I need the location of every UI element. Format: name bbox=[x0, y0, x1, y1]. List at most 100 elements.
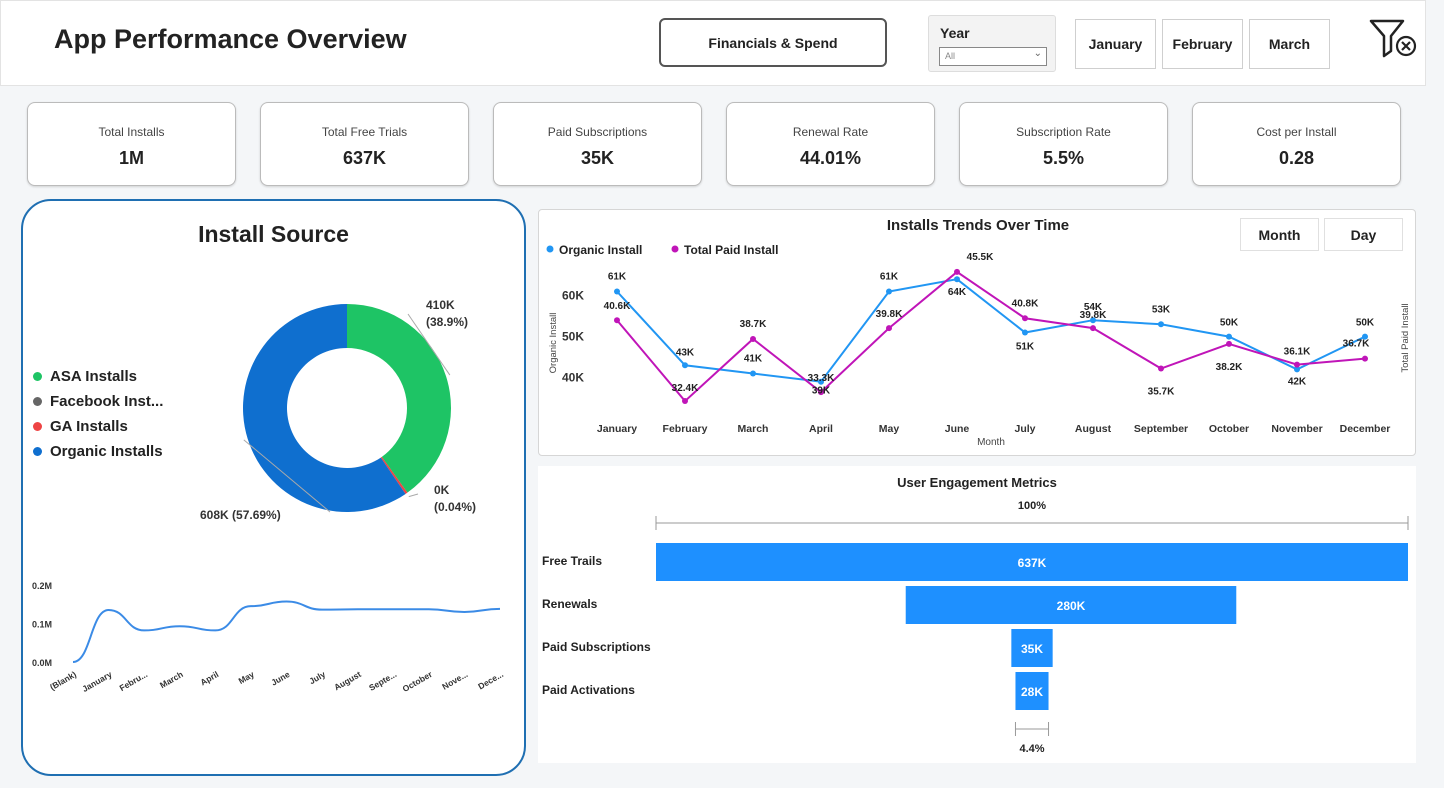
data-label: 39.8K bbox=[876, 309, 903, 320]
x-tick-label: November bbox=[1271, 423, 1322, 435]
data-point bbox=[1090, 325, 1096, 332]
donut-leader-line bbox=[407, 313, 451, 376]
data-point bbox=[818, 378, 824, 385]
month-slicer-march[interactable]: March bbox=[1249, 19, 1330, 69]
legend-item[interactable]: Facebook Inst... bbox=[33, 389, 163, 414]
x-tick-label: January bbox=[597, 423, 637, 435]
x-axis-title: Month bbox=[977, 437, 1005, 448]
data-point bbox=[1294, 361, 1300, 368]
legend-label: GA Installs bbox=[50, 418, 128, 435]
donut-data-label: 0K bbox=[434, 483, 450, 497]
x-tick-label: Nove... bbox=[440, 669, 469, 692]
donut-leader-line bbox=[243, 439, 331, 513]
data-label: 54K bbox=[1084, 302, 1103, 313]
clear-filter-icon[interactable] bbox=[1368, 18, 1418, 62]
installs-trend-chart: Installs Trends Over Time Organic Install… bbox=[546, 217, 1411, 448]
year-select[interactable]: All ⌄ bbox=[939, 47, 1047, 66]
install-source-legend: ASA Installs Facebook Inst... GA Install… bbox=[33, 364, 163, 464]
kpi-label: Paid Subscriptions bbox=[547, 125, 648, 139]
kpi-value: 44.01% bbox=[799, 148, 862, 168]
data-label: 51K bbox=[1016, 342, 1035, 353]
funnel-bottom-label: 4.4% bbox=[1019, 743, 1044, 755]
legend-item[interactable]: GA Installs bbox=[33, 414, 163, 439]
kpi-label: Renewal Rate bbox=[792, 125, 869, 139]
funnel-bar-label: 637K bbox=[1018, 556, 1047, 570]
y-axis-title: Organic Install bbox=[548, 313, 559, 374]
installs-by-month-sparkline: 0.2M 0.1M 0.0M(Blank) January Febru... March A… bbox=[32, 581, 505, 694]
funnel-bar bbox=[1011, 629, 1053, 667]
data-label: 35.7K bbox=[1148, 387, 1175, 398]
legend-item[interactable]: ASA Installs bbox=[33, 364, 163, 389]
data-label: 50K bbox=[1356, 318, 1375, 329]
x-tick-label: July bbox=[307, 669, 327, 686]
legend-label: Organic Install bbox=[559, 243, 642, 257]
user-engagement-funnel: User Engagement Metrics 100% 637K Free Trai… bbox=[542, 475, 1409, 755]
data-point bbox=[750, 370, 756, 377]
x-tick-label: June bbox=[945, 423, 970, 435]
sparkline-series-line bbox=[72, 600, 501, 663]
toggle-day[interactable]: Day bbox=[1324, 218, 1403, 251]
data-point bbox=[954, 276, 960, 283]
x-tick-label: March bbox=[738, 423, 769, 435]
x-tick-label: October bbox=[1209, 423, 1249, 435]
legend-label: Total Paid Install bbox=[684, 243, 778, 257]
toggle-month[interactable]: Month bbox=[1240, 218, 1319, 251]
funnel-bar bbox=[1015, 672, 1049, 710]
data-point bbox=[886, 325, 892, 332]
legend-dot-icon bbox=[33, 372, 42, 381]
data-point bbox=[1362, 355, 1368, 362]
install-source-donut-chart: 410K (38.9%) 0K (0.04%) 608K (57.69%) bbox=[200, 298, 476, 522]
data-label: 53K bbox=[1152, 304, 1171, 315]
data-point bbox=[1294, 366, 1300, 373]
financials-spend-button[interactable]: Financials & Spend bbox=[659, 18, 887, 67]
kpi-card-subscription-rate: Subscription Rate 5.5% bbox=[959, 102, 1168, 186]
installs-trend-card: Month Day bbox=[538, 209, 1416, 456]
x-tick-label: August bbox=[1075, 423, 1112, 435]
data-label: 36.7K bbox=[1343, 339, 1370, 350]
y-tick-label: 0.2M bbox=[32, 581, 52, 591]
install-source-card: Install Source ASA Installs Facebook Ins… bbox=[21, 199, 526, 776]
funnel-bar bbox=[905, 586, 1237, 624]
data-point bbox=[1226, 333, 1232, 340]
x-tick-label: July bbox=[1014, 423, 1035, 435]
data-point bbox=[818, 389, 824, 396]
data-label: 40.6K bbox=[604, 301, 631, 312]
data-point bbox=[886, 288, 892, 295]
funnel-top-label: 100% bbox=[1018, 500, 1046, 512]
data-point bbox=[1362, 333, 1368, 340]
year-label: Year bbox=[940, 25, 970, 41]
funnel-category-label: Renewals bbox=[542, 597, 598, 611]
funnel-category-label: Paid Activations bbox=[542, 683, 635, 697]
donut-slice bbox=[347, 304, 451, 493]
data-label: 38.7K bbox=[740, 319, 767, 330]
month-slicer-january[interactable]: January bbox=[1075, 19, 1156, 69]
data-label: 39K bbox=[812, 386, 831, 397]
kpi-label: Total Free Trials bbox=[321, 125, 408, 139]
year-select-value: All bbox=[945, 51, 956, 61]
data-label: 42K bbox=[1288, 376, 1307, 387]
month-slicer-february[interactable]: February bbox=[1162, 19, 1243, 69]
legend-item[interactable]: Organic Installs bbox=[33, 439, 163, 464]
x-tick-label: Dece... bbox=[476, 669, 505, 691]
chevron-down-icon: ⌄ bbox=[1033, 48, 1042, 59]
data-point bbox=[1158, 365, 1164, 372]
data-label: 61K bbox=[880, 272, 899, 283]
data-point bbox=[1158, 321, 1164, 328]
donut-data-label: (0.04%) bbox=[434, 500, 476, 514]
series-line bbox=[616, 278, 1366, 383]
kpi-card-total-installs: Total Installs 1M bbox=[27, 102, 236, 186]
data-point bbox=[1022, 329, 1028, 336]
data-label: 36.1K bbox=[1284, 347, 1311, 358]
y-tick-label: 0.1M bbox=[32, 620, 52, 630]
legend-label: Facebook Inst... bbox=[50, 393, 164, 410]
x-tick-label: August bbox=[332, 669, 362, 692]
data-label: 43K bbox=[676, 347, 695, 358]
data-point bbox=[1090, 317, 1096, 324]
data-point bbox=[1022, 315, 1028, 322]
legend-label: Organic Installs bbox=[50, 443, 163, 460]
x-tick-label: May bbox=[879, 423, 900, 435]
legend-dot-icon bbox=[33, 422, 42, 431]
donut-slice bbox=[243, 304, 406, 512]
kpi-value: 0.28 bbox=[1278, 148, 1315, 168]
kpi-value: 1M bbox=[118, 148, 144, 168]
